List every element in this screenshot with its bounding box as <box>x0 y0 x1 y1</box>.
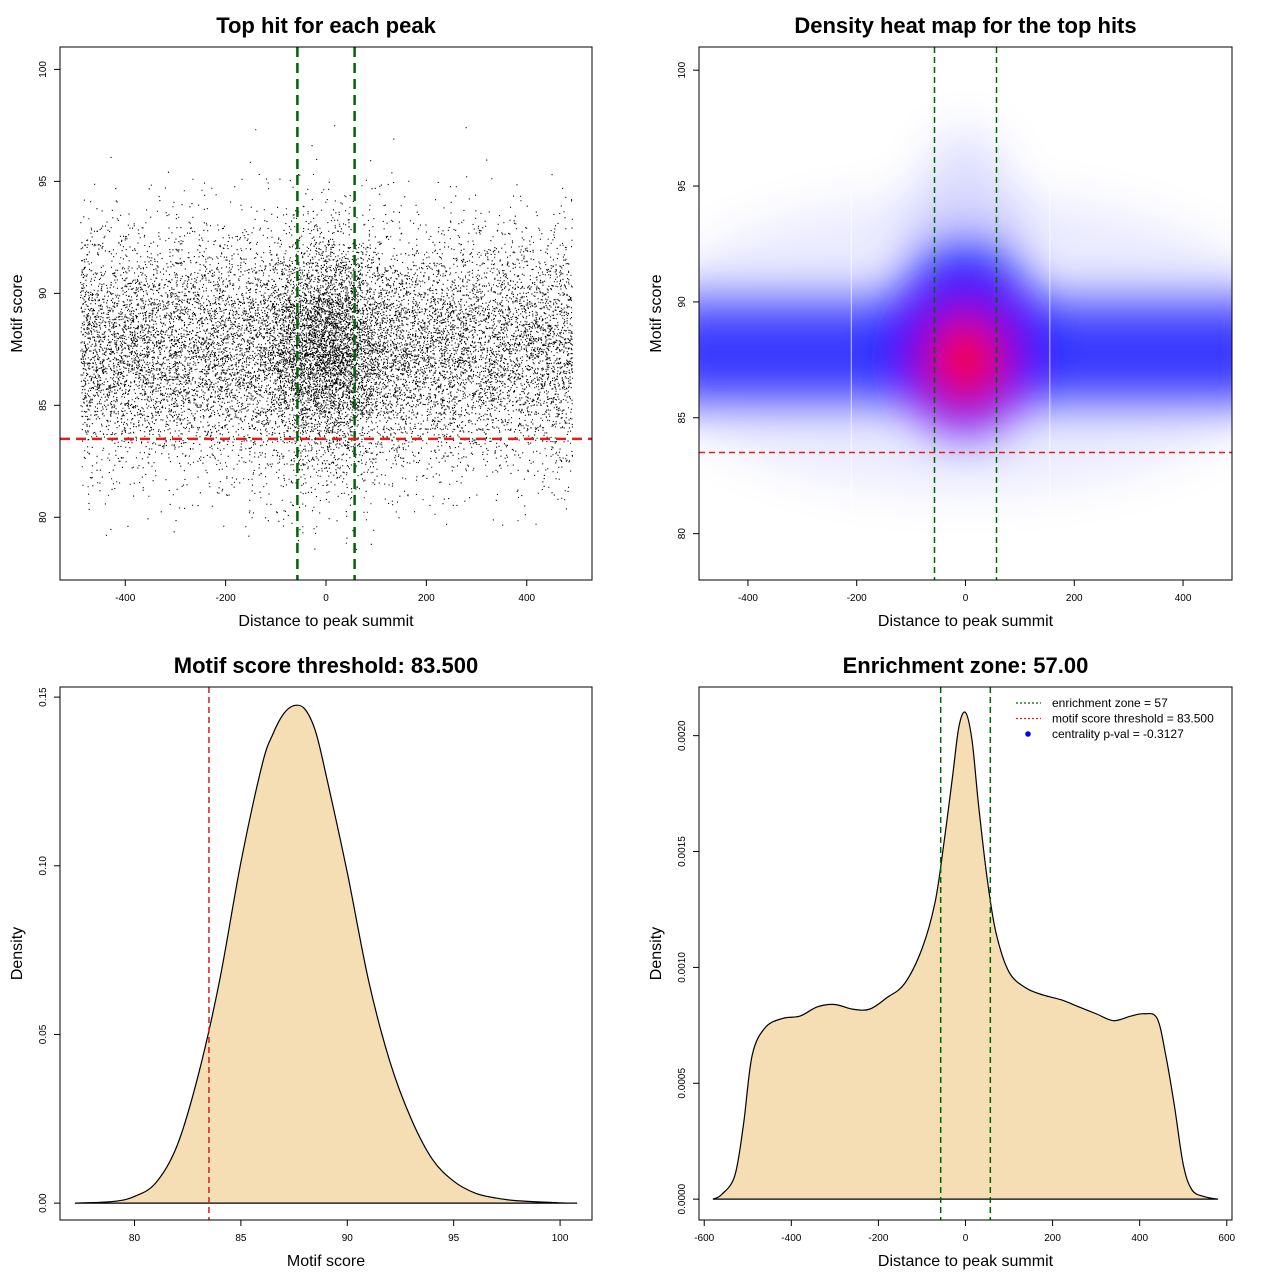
y-axis-label: Motif score <box>648 274 665 352</box>
y-tick-label: 85 <box>677 412 688 424</box>
x-tick-label: 0 <box>323 593 329 604</box>
legend-entry: motif score threshold = 83.500 <box>1052 712 1214 726</box>
y-tick-label: 100 <box>677 61 688 78</box>
heatmap-density <box>699 128 1232 494</box>
y-tick-label: 85 <box>38 399 49 411</box>
y-tick-label: 0.0015 <box>677 836 688 867</box>
chart-title: Top hit for each peak <box>216 13 436 38</box>
scatter-point <box>80 125 573 550</box>
y-tick-label: 0.00 <box>38 1193 49 1213</box>
heatmap-chart: Density heat map for the top hits Distanc… <box>648 13 1233 630</box>
y-tick-label: 0.15 <box>38 687 49 707</box>
x-tick-label: 200 <box>1044 1233 1061 1244</box>
heatmap-field <box>699 47 1232 580</box>
x-tick-label: -400 <box>115 593 135 604</box>
x-tick-label: 400 <box>1131 1233 1148 1244</box>
chart-title: Density heat map for the top hits <box>794 13 1136 38</box>
scatter-points <box>80 125 573 550</box>
x-tick-label: 0 <box>963 593 969 604</box>
y-tick-label: 90 <box>677 296 688 308</box>
motif-score-density-chart: Motif score threshold: 83.500 Motif score… <box>9 653 593 1270</box>
y-tick-label: 80 <box>38 511 49 523</box>
y-tick-label: 100 <box>38 61 49 78</box>
y-tick-label: 0.10 <box>38 856 49 876</box>
x-axis-label: Distance to peak summit <box>878 1253 1054 1270</box>
chart-title: Enrichment zone: 57.00 <box>843 653 1089 678</box>
y-tick-label: 80 <box>677 528 688 540</box>
legend-entry: enrichment zone = 57 <box>1052 696 1168 710</box>
legend-marker-dot <box>1025 731 1031 737</box>
y-tick-label: 0.05 <box>38 1024 49 1044</box>
y-tick-label: 0.0005 <box>677 1068 688 1099</box>
y-tick-label: 90 <box>38 287 49 299</box>
x-tick-label: 90 <box>342 1233 354 1244</box>
density-curve <box>74 704 578 1204</box>
x-tick-label: 400 <box>1175 593 1192 604</box>
x-tick-label: 85 <box>235 1233 247 1244</box>
x-tick-label: -200 <box>868 1233 888 1244</box>
y-axis-label: Motif score <box>9 274 26 352</box>
y-tick-label: 95 <box>38 175 49 187</box>
x-axis-label: Distance to peak summit <box>878 613 1054 630</box>
y-tick-label: 0.0010 <box>677 952 688 983</box>
density-curve <box>712 711 1219 1200</box>
x-tick-label: 0 <box>963 1233 969 1244</box>
x-tick-label: 200 <box>418 593 435 604</box>
chart-title: Motif score threshold: 83.500 <box>174 653 478 678</box>
x-tick-label: 400 <box>518 593 535 604</box>
distance-density-chart: Enrichment zone: 57.00 Distance to peak s… <box>648 653 1236 1270</box>
x-tick-label: -200 <box>847 593 867 604</box>
x-tick-label: -600 <box>694 1233 714 1244</box>
x-tick-label: 200 <box>1066 593 1083 604</box>
density-area <box>74 705 578 1204</box>
x-tick-label: 600 <box>1218 1233 1235 1244</box>
x-tick-label: -400 <box>738 593 758 604</box>
y-tick-label: 95 <box>677 180 688 192</box>
legend-entry: centrality p-val = -0.3127 <box>1052 727 1184 741</box>
density-peak <box>935 323 996 396</box>
x-tick-label: -200 <box>216 593 236 604</box>
x-tick-label: 100 <box>552 1233 569 1244</box>
density-area <box>712 711 1219 1200</box>
y-tick-label: 0.0000 <box>677 1183 688 1214</box>
y-axis-label: Density <box>9 927 26 980</box>
x-axis-label: Motif score <box>287 1253 365 1270</box>
y-axis-label: Density <box>648 927 665 980</box>
x-tick-label: 95 <box>448 1233 460 1244</box>
x-tick-label: -400 <box>781 1233 801 1244</box>
legend: enrichment zone = 57 motif score threshol… <box>1016 696 1214 741</box>
plot-frame <box>59 686 593 1221</box>
y-tick-label: 0.0020 <box>677 720 688 751</box>
x-tick-label: 80 <box>129 1233 141 1244</box>
x-axis-label: Distance to peak summit <box>238 613 414 630</box>
scatter-chart: Top hit for each peak Distance to peak su… <box>9 13 593 630</box>
